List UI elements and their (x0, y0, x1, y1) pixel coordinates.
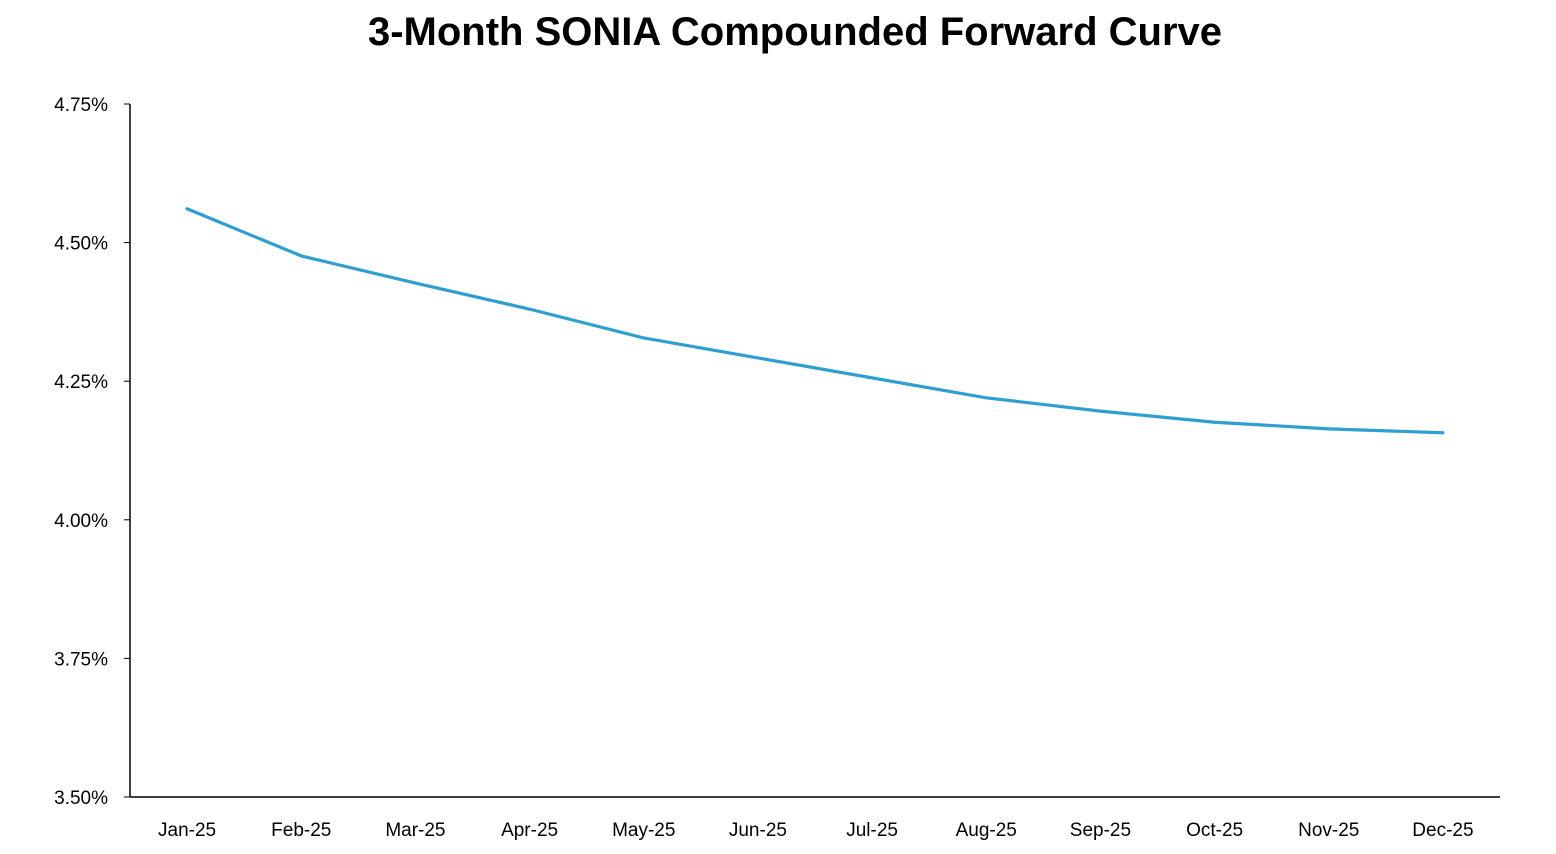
y-tick-label: 4.00% (54, 511, 108, 532)
x-tick-label: Mar-25 (385, 820, 445, 841)
x-tick-label: Aug-25 (956, 820, 1017, 841)
x-tick-label: Apr-25 (501, 820, 558, 841)
x-tick-label: Jul-25 (846, 820, 898, 841)
x-tick-label: Jun-25 (729, 820, 787, 841)
x-tick-label: Oct-25 (1186, 820, 1243, 841)
y-tick-label: 3.75% (54, 649, 108, 670)
x-tick-label: Dec-25 (1412, 820, 1473, 841)
chart-title: 3-Month SONIA Compounded Forward Curve (367, 10, 1223, 54)
y-tick-label: 4.75% (54, 95, 108, 116)
x-tick-label: Jan-25 (158, 820, 216, 841)
x-tick-label: Nov-25 (1298, 820, 1359, 841)
y-tick-label: 4.50% (54, 234, 108, 255)
series-line (185, 207, 1445, 435)
y-tick-label: 3.50% (54, 788, 108, 809)
x-tick-label: Sep-25 (1070, 820, 1131, 841)
x-tick-label: Feb-25 (271, 820, 331, 841)
x-tick-label: May-25 (612, 820, 675, 841)
y-tick-label: 4.25% (54, 372, 108, 393)
